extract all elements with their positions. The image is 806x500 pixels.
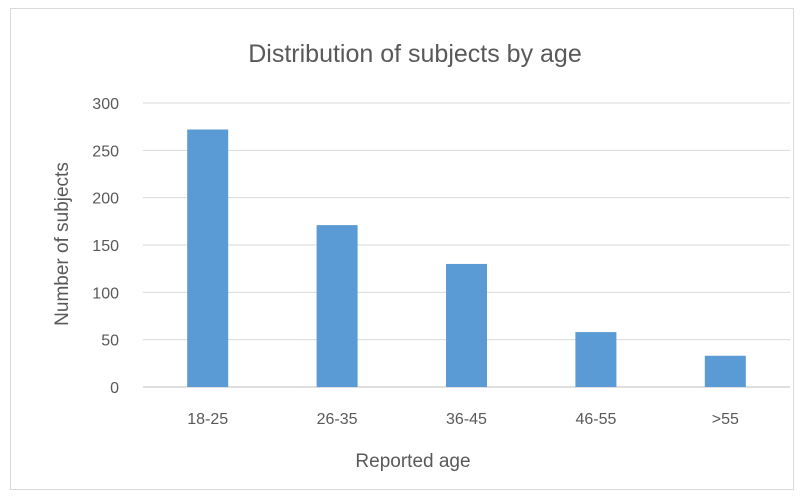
x-tick-label: 26-35 xyxy=(317,411,358,428)
x-tick-label: 46-55 xyxy=(575,411,616,428)
x-tick-label: 18-25 xyxy=(187,411,228,428)
x-tick-label: 36-45 xyxy=(446,411,487,428)
y-tick-label: 200 xyxy=(92,191,119,208)
bars xyxy=(187,129,746,388)
x-tick-label: >55 xyxy=(712,411,739,428)
y-tick-label: 0 xyxy=(110,380,119,397)
chart-frame xyxy=(10,8,794,490)
x-axis-ticks: 18-25 26-35 36-45 46-55 >55 xyxy=(187,411,739,428)
y-tick-label: 50 xyxy=(101,333,119,350)
bar-26-35 xyxy=(316,225,358,387)
y-tick-label: 150 xyxy=(92,238,119,255)
y-axis-ticks: 0 50 100 150 200 250 300 xyxy=(92,96,119,397)
bar-36-45 xyxy=(446,263,487,387)
chart-title: Distribution of subjects by age xyxy=(248,40,582,68)
bar->55 xyxy=(704,355,746,387)
y-tick-label: 100 xyxy=(92,285,119,302)
gridlines xyxy=(143,102,790,388)
bar-18-25 xyxy=(187,129,229,388)
y-axis-title: Number of subjects xyxy=(52,162,73,326)
y-tick-label: 300 xyxy=(92,96,119,113)
bar-46-55 xyxy=(575,332,617,387)
y-tick-label: 250 xyxy=(92,143,119,160)
x-axis-title: Reported age xyxy=(355,451,470,472)
